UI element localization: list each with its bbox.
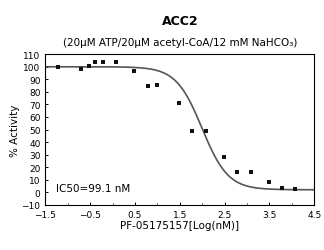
Y-axis label: % Activity: % Activity (10, 104, 20, 156)
Point (203, 130, 208, 134)
Point (266, 180, 271, 184)
Point (145, 84, 150, 88)
Point (248, 170, 253, 174)
Point (79, 67, 84, 71)
Point (235, 170, 240, 174)
Text: IC50=99.1 nM: IC50=99.1 nM (56, 183, 130, 193)
Point (221, 156, 226, 160)
Text: (20μM ATP/20μM acetyl-CoA/12 mM NaHCO₃): (20μM ATP/20μM acetyl-CoA/12 mM NaHCO₃) (63, 38, 297, 48)
Point (279, 186, 284, 190)
Point (176, 102, 181, 106)
Point (55, 66, 61, 70)
Point (155, 84, 160, 88)
Point (100, 61, 105, 65)
Point (190, 129, 195, 133)
Point (293, 188, 298, 192)
Point (92, 60, 97, 64)
X-axis label: PF-05175157[Log(nM)]: PF-05175157[Log(nM)] (120, 220, 239, 230)
Text: ACC2: ACC2 (161, 15, 198, 28)
Point (132, 69, 137, 73)
Point (114, 61, 119, 65)
Point (87, 65, 92, 69)
